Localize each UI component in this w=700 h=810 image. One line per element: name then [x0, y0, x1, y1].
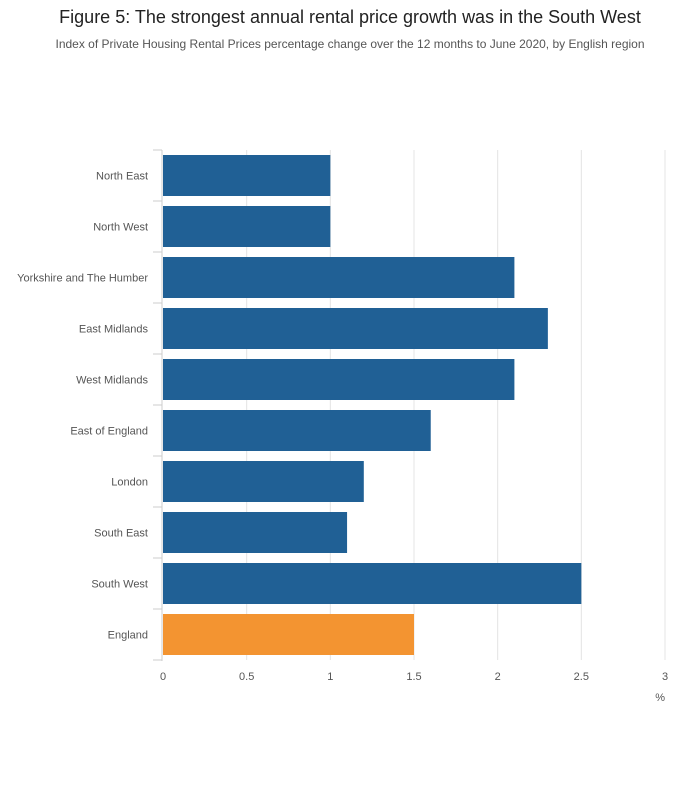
bar[interactable]	[163, 308, 548, 349]
y-axis: North East North West Yorkshire and The Hu…	[17, 149, 163, 661]
x-tick-label: 3	[662, 671, 668, 683]
y-tick-label: North East	[96, 171, 148, 183]
x-axis-label: %	[655, 692, 665, 704]
bar[interactable]	[163, 410, 431, 451]
y-tick-label: East of England	[70, 426, 148, 438]
x-tick-label: 1.5	[406, 671, 421, 683]
x-tick-label: 0	[160, 671, 166, 683]
y-tick-label: East Midlands	[79, 324, 149, 336]
x-axis: 0 0.5 1 1.5 2 2.5 3%	[160, 671, 668, 704]
x-tick-label: 2	[495, 671, 501, 683]
y-tick-label: West Midlands	[76, 375, 148, 387]
y-tick-label: South East	[94, 528, 148, 540]
bar[interactable]	[163, 563, 582, 604]
x-tick-label: 0.5	[239, 671, 254, 683]
y-tick-label: Yorkshire and The Humber	[17, 273, 148, 285]
chart-subtitle: Index of Private Housing Rental Prices p…	[55, 37, 645, 51]
bar[interactable]	[163, 359, 515, 400]
chart-title: Figure 5: The strongest annual rental pr…	[59, 7, 641, 27]
y-tick-label: South West	[91, 579, 148, 591]
y-tick-label: England	[108, 630, 148, 642]
bar[interactable]	[163, 257, 515, 298]
y-tick-label: North West	[93, 222, 148, 234]
bar[interactable]	[163, 512, 348, 553]
bars	[163, 155, 582, 655]
y-tick-label: London	[111, 477, 148, 489]
bar[interactable]	[163, 461, 364, 502]
bar[interactable]	[163, 614, 414, 655]
bar[interactable]	[163, 155, 331, 196]
x-tick-label: 2.5	[574, 671, 589, 683]
bar[interactable]	[163, 206, 331, 247]
x-tick-label: 1	[327, 671, 333, 683]
